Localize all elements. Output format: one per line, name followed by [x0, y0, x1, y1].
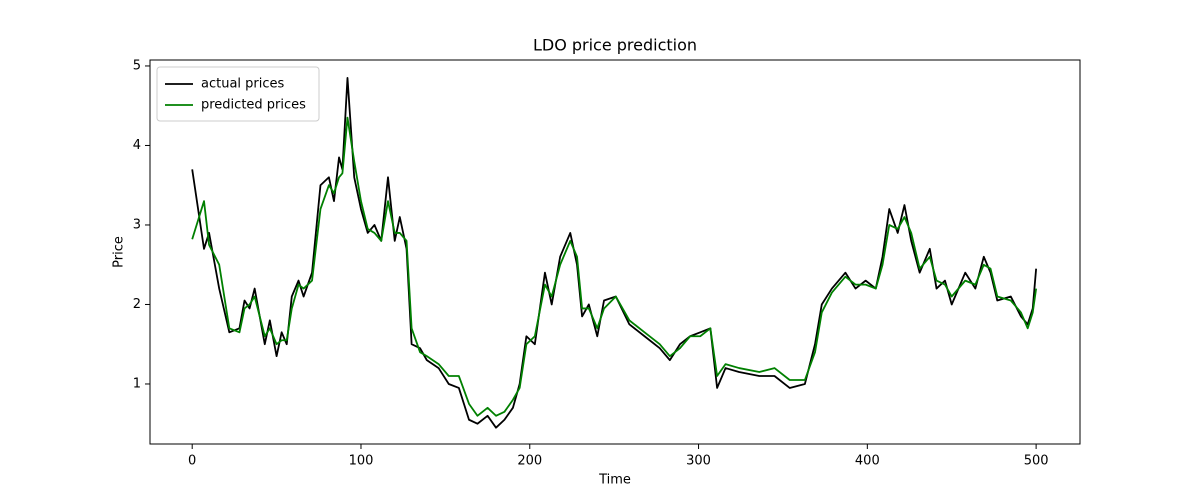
y-tick-label: 4	[133, 138, 141, 153]
y-tick-label: 3	[133, 217, 141, 232]
data-line	[191, 116, 1038, 417]
legend-label: predicted prices	[201, 98, 306, 113]
x-tick-label: 400	[855, 454, 880, 469]
x-tick-label: 0	[188, 454, 196, 469]
data-line	[191, 76, 1038, 429]
y-tick-label: 5	[133, 58, 141, 73]
x-tick-label: 300	[686, 454, 711, 469]
legend-label: actual prices	[201, 77, 285, 92]
x-tick-label: 100	[349, 454, 374, 469]
x-axis-label: Time	[598, 473, 631, 488]
plot-frame	[149, 59, 1081, 445]
x-tick-label: 200	[517, 454, 542, 469]
y-tick-label: 1	[133, 376, 141, 391]
y-tick-label: 2	[133, 297, 141, 312]
chart-title: LDO price prediction	[533, 36, 697, 55]
legend: actual prices predicted prices	[156, 66, 320, 122]
y-axis-label: Price	[112, 236, 127, 268]
legend-box	[156, 66, 320, 122]
x-tick-label: 500	[1024, 454, 1049, 469]
